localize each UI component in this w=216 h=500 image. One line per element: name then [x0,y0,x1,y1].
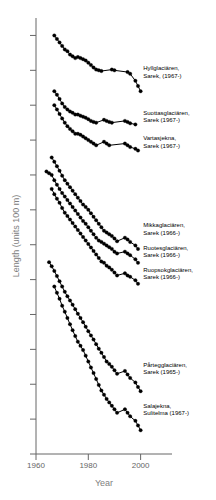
svg-text:Vartasjekna,Sarek (1967-): Vartasjekna,Sarek (1967-) [143,135,180,149]
svg-text:Length (units 100 m): Length (units 100 m) [11,195,21,278]
svg-text:Hyllglaciären,Sarek, (1967-): Hyllglaciären,Sarek, (1967-) [143,65,181,79]
svg-text:1960: 1960 [27,461,45,470]
svg-text:Ruotesglaciären,Sarek (1966-): Ruotesglaciären,Sarek (1966-) [143,245,188,258]
svg-text:Year: Year [95,478,113,488]
svg-text:2000: 2000 [132,461,150,470]
svg-text:Suottasglaciären,Sarek (1967-): Suottasglaciären,Sarek (1967-) [143,109,190,123]
svg-text:Salajekna,Sulitelma (1967-): Salajekna,Sulitelma (1967-) [143,402,189,416]
svg-text:1980: 1980 [79,461,97,470]
svg-text:Ruopsokglaciären,Sarek (1966-): Ruopsokglaciären,Sarek (1966-) [143,266,193,280]
svg-text:Mikkaglaciären,Sarek (1966-): Mikkaglaciären,Sarek (1966-) [143,222,185,236]
svg-text:Pårtegglaciären,Sarek (1965-): Pårtegglaciären,Sarek (1965-) [143,361,187,375]
